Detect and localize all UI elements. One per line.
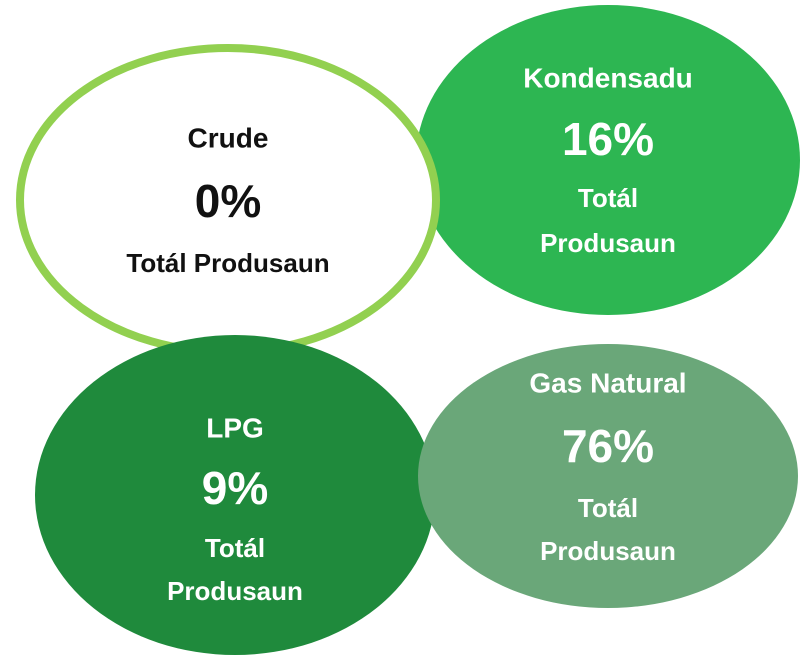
bubble-name: Kondensadu xyxy=(523,62,693,93)
bubble-caption: Produsaun xyxy=(167,576,303,606)
bubble-name: LPG xyxy=(206,412,264,443)
bubble xyxy=(416,5,800,315)
bubble-value: 76% xyxy=(562,420,654,472)
bubble-caption: Totál xyxy=(578,493,638,523)
bubble-caption: Produsaun xyxy=(540,228,676,258)
bubble-caption: Totál Produsaun xyxy=(126,248,329,278)
bubble-value: 9% xyxy=(202,462,268,514)
bubble xyxy=(35,335,435,655)
bubble-value: 0% xyxy=(195,175,261,227)
bubble-name: Gas Natural xyxy=(529,367,686,398)
bubble-caption: Totál xyxy=(205,533,265,563)
bubble-name: Crude xyxy=(188,122,269,153)
bubble-caption: Produsaun xyxy=(540,536,676,566)
bubble-value: 16% xyxy=(562,113,654,165)
bubble-caption: Totál xyxy=(578,183,638,213)
bubble xyxy=(418,344,798,608)
